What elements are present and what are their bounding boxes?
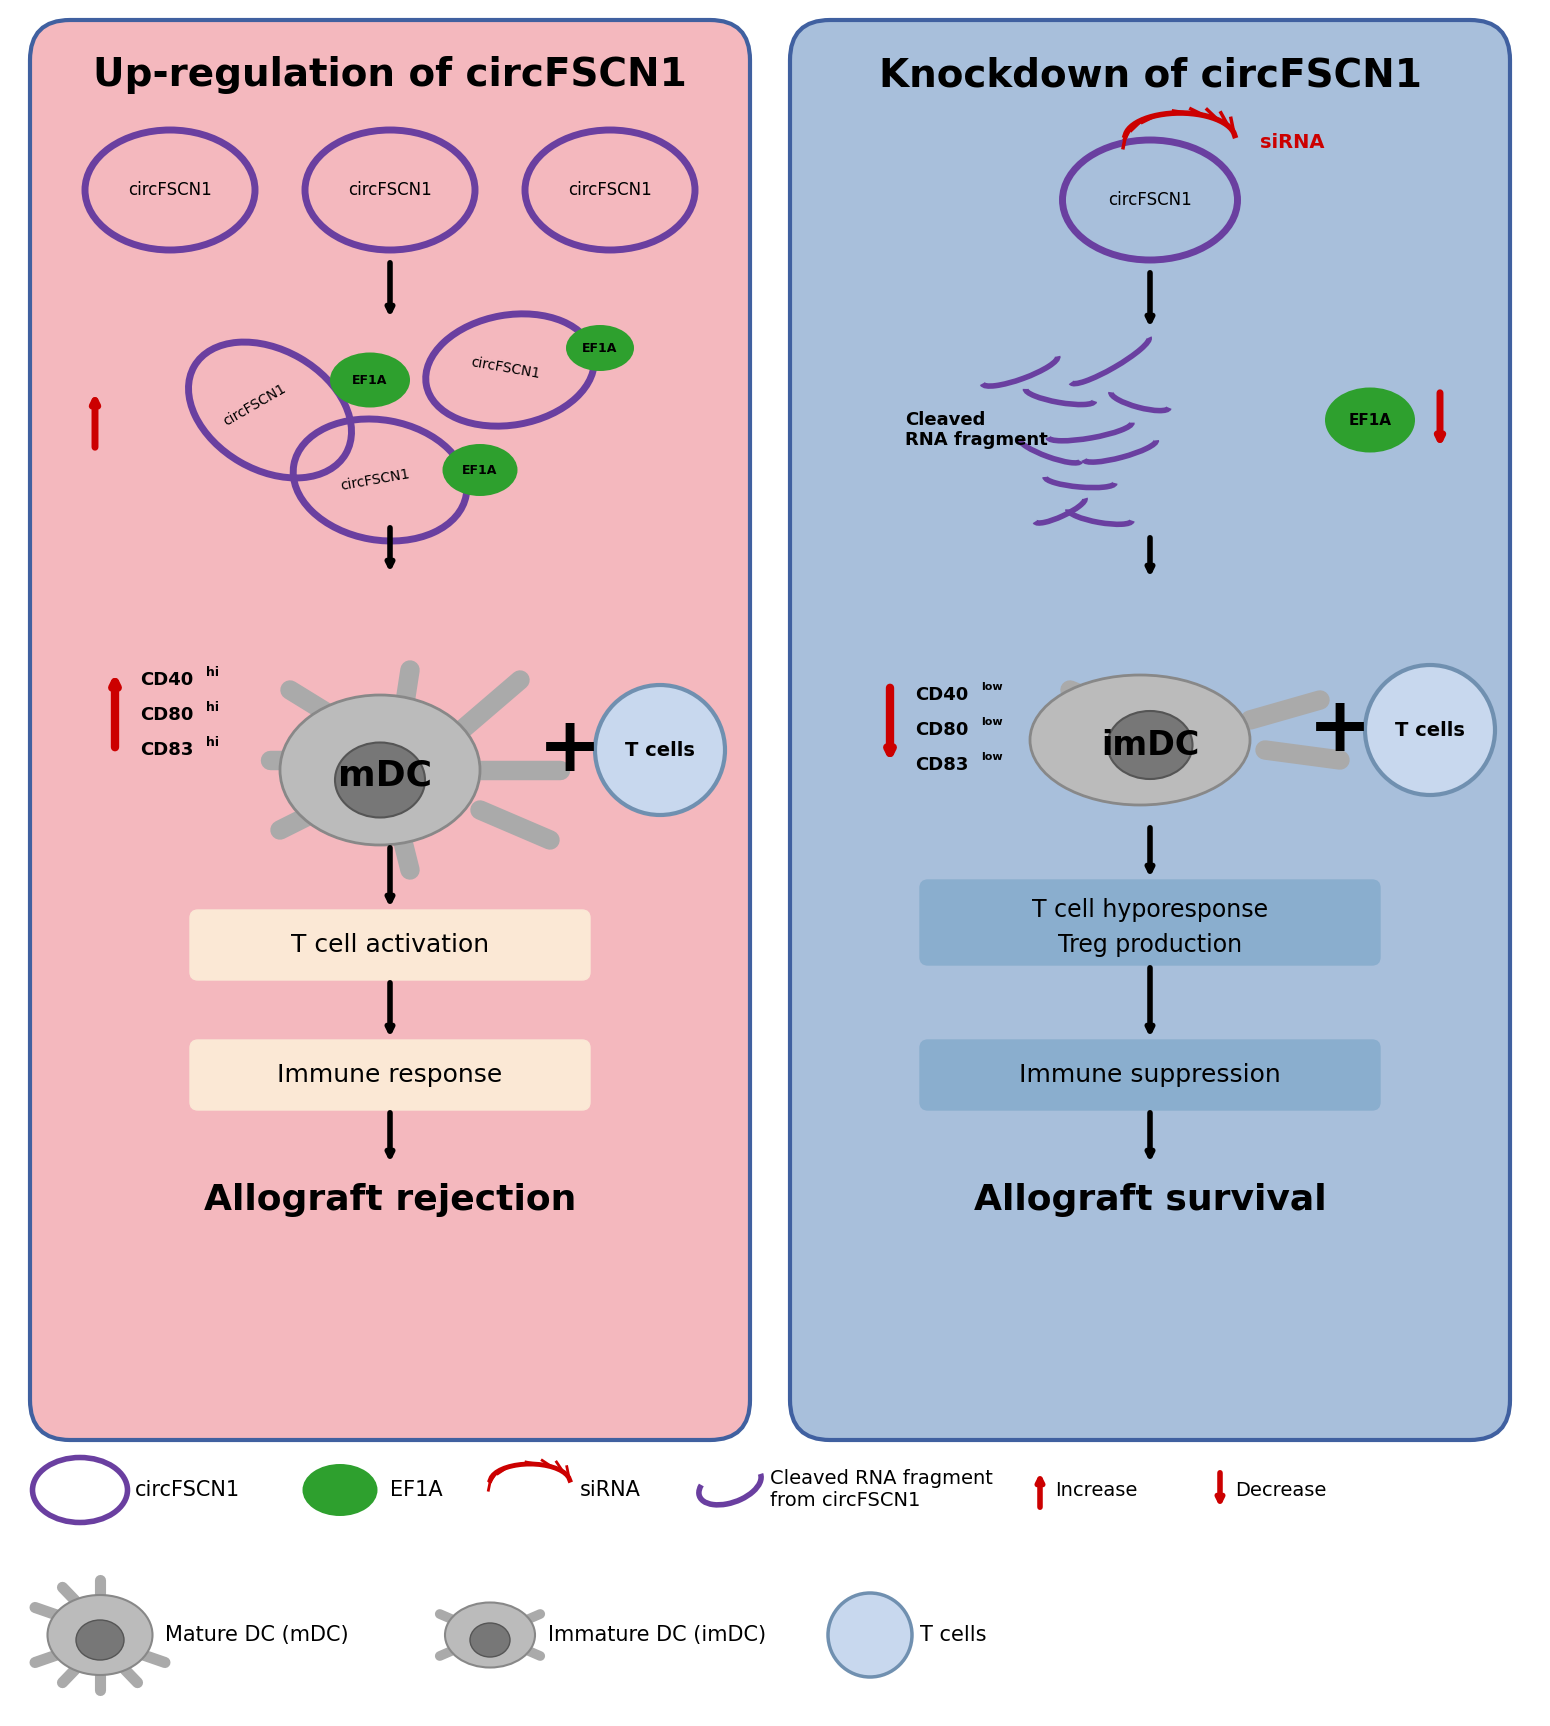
Text: circFSCN1: circFSCN1 [135, 1479, 240, 1500]
FancyBboxPatch shape [29, 21, 750, 1439]
Text: Cleaved RNA fragment
from circFSCN1: Cleaved RNA fragment from circFSCN1 [770, 1469, 994, 1510]
Text: T cell hyporesponse: T cell hyporesponse [1032, 898, 1268, 922]
Text: Treg production: Treg production [1059, 934, 1242, 956]
Text: Immune suppression: Immune suppression [1020, 1063, 1280, 1087]
Text: CD83: CD83 [140, 740, 194, 759]
FancyBboxPatch shape [191, 910, 591, 980]
Text: low: low [981, 682, 1003, 692]
Ellipse shape [76, 1621, 124, 1660]
FancyBboxPatch shape [191, 1041, 591, 1110]
Text: CD40: CD40 [140, 671, 194, 689]
Ellipse shape [335, 742, 425, 818]
Text: circFSCN1: circFSCN1 [129, 181, 212, 198]
Ellipse shape [1325, 388, 1415, 452]
Text: CD40: CD40 [914, 685, 969, 704]
Text: circFSCN1: circFSCN1 [569, 181, 653, 198]
Text: circFSCN1: circFSCN1 [339, 468, 411, 494]
Text: EF1A: EF1A [352, 373, 388, 387]
Text: Up-regulation of circFSCN1: Up-regulation of circFSCN1 [93, 55, 687, 93]
Text: +: + [538, 713, 601, 787]
Text: circFSCN1: circFSCN1 [470, 356, 541, 381]
Text: Decrease: Decrease [1235, 1481, 1327, 1500]
Circle shape [595, 685, 725, 815]
Text: imDC: imDC [1100, 728, 1200, 761]
Text: hi: hi [206, 666, 219, 678]
Text: Allograft rejection: Allograft rejection [203, 1182, 577, 1217]
Text: T cells: T cells [921, 1624, 986, 1645]
Text: Increase: Increase [1056, 1481, 1138, 1500]
Ellipse shape [442, 444, 518, 495]
FancyBboxPatch shape [921, 1041, 1380, 1110]
Text: circFSCN1: circFSCN1 [1108, 192, 1192, 209]
Text: EF1A: EF1A [391, 1479, 443, 1500]
Text: +: + [1308, 694, 1372, 766]
Text: circFSCN1: circFSCN1 [222, 381, 288, 428]
Text: Immature DC (imDC): Immature DC (imDC) [549, 1624, 766, 1645]
Text: Mature DC (mDC): Mature DC (mDC) [164, 1624, 349, 1645]
Text: siRNA: siRNA [1260, 133, 1325, 152]
Text: low: low [981, 716, 1003, 727]
Ellipse shape [566, 324, 634, 371]
Text: T cell activation: T cell activation [291, 934, 490, 956]
Text: Allograft survival: Allograft survival [973, 1182, 1327, 1217]
Text: siRNA: siRNA [580, 1479, 640, 1500]
Ellipse shape [48, 1595, 152, 1674]
Text: CD83: CD83 [914, 756, 969, 773]
Ellipse shape [470, 1622, 510, 1657]
Text: Cleaved
RNA fragment: Cleaved RNA fragment [905, 411, 1048, 449]
FancyBboxPatch shape [921, 880, 1380, 965]
Ellipse shape [1031, 675, 1249, 804]
Ellipse shape [330, 352, 411, 407]
Text: hi: hi [206, 701, 219, 713]
Text: T cells: T cells [625, 740, 694, 759]
Ellipse shape [281, 696, 480, 846]
Text: T cells: T cells [1395, 720, 1465, 739]
Text: circFSCN1: circFSCN1 [349, 181, 432, 198]
Text: EF1A: EF1A [1348, 413, 1392, 428]
Text: Knockdown of circFSCN1: Knockdown of circFSCN1 [879, 55, 1421, 93]
Text: EF1A: EF1A [462, 464, 498, 476]
Text: CD80: CD80 [140, 706, 194, 723]
Text: hi: hi [206, 735, 219, 749]
Text: Immune response: Immune response [277, 1063, 502, 1087]
Ellipse shape [445, 1602, 535, 1667]
FancyBboxPatch shape [790, 21, 1510, 1439]
Text: low: low [981, 753, 1003, 761]
Ellipse shape [302, 1464, 378, 1515]
Circle shape [828, 1593, 911, 1678]
Text: CD80: CD80 [914, 721, 969, 739]
Text: EF1A: EF1A [583, 342, 618, 354]
Circle shape [1366, 665, 1496, 796]
Ellipse shape [1108, 711, 1192, 778]
Text: mDC: mDC [338, 758, 432, 792]
